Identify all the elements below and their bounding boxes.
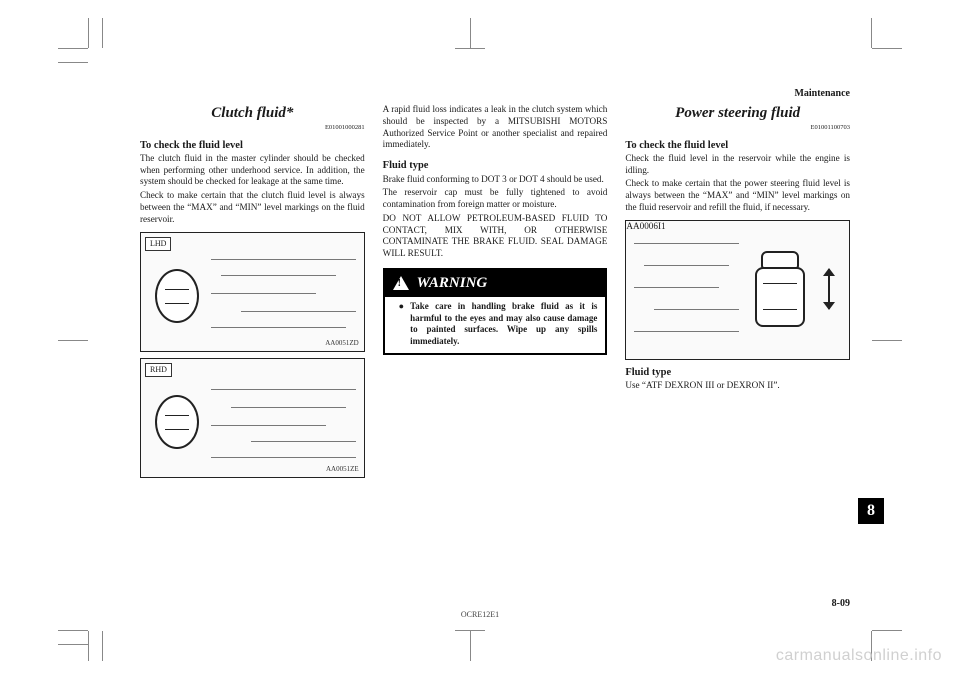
- col3-p1: Check the fluid level in the reservoir w…: [625, 153, 850, 177]
- col3-check-heading: To check the fluid level: [625, 139, 850, 152]
- crop-mark: [872, 630, 902, 631]
- crop-mark: [88, 18, 89, 48]
- crop-mark: [58, 62, 88, 63]
- col2-fluid-p1: Brake fluid conforming to DOT 3 or DOT 4…: [383, 174, 608, 186]
- col2-fluid-heading: Fluid type: [383, 159, 608, 172]
- bullet-icon: ●: [399, 301, 404, 347]
- figure-rhd: RHD AA0051ZE: [140, 358, 365, 478]
- figure-lhd: LHD AA0051ZD: [140, 232, 365, 352]
- warning-triangle-icon: [393, 276, 409, 290]
- warning-body: ● Take care in handling brake fluid as i…: [385, 297, 606, 353]
- crop-mark: [58, 644, 88, 645]
- figure-code: AA0006I1: [626, 221, 849, 233]
- reservoir-icon: [155, 269, 199, 323]
- col1-title: Clutch fluid*: [140, 104, 365, 123]
- col1-refcode: E01001000281: [140, 124, 365, 132]
- col2-leak: A rapid fluid loss indicates a leak in t…: [383, 104, 608, 151]
- warning-text: Take care in handling brake fluid as it …: [410, 301, 597, 347]
- crop-mark: [102, 631, 103, 661]
- content-columns: Clutch fluid* E01001000281 To check the …: [140, 104, 850, 579]
- warning-box: WARNING ● Take care in handling brake fl…: [383, 268, 608, 355]
- figure-power-steering: AA0006I1: [625, 220, 850, 360]
- doc-code: OCRE12E1: [461, 610, 499, 619]
- section-header: Maintenance: [794, 88, 850, 99]
- engine-illustration: [634, 235, 739, 345]
- col1-p2: Check to make certain that the clutch fl…: [140, 190, 365, 225]
- crop-mark: [872, 340, 902, 341]
- crop-mark: [58, 340, 88, 341]
- chapter-tab: 8: [858, 498, 884, 524]
- crop-mark: [470, 18, 471, 48]
- watermark: carmanualsonline.info: [776, 647, 942, 665]
- crop-mark: [455, 48, 485, 49]
- crop-mark: [102, 18, 103, 48]
- crop-mark: [58, 630, 88, 631]
- col1-check-heading: To check the fluid level: [140, 139, 365, 152]
- col3-title: Power steering fluid: [625, 104, 850, 123]
- col2-fluid-p2: The reservoir cap must be fully tightene…: [383, 187, 608, 211]
- col2-fluid-p3: DO NOT ALLOW PETROLEUM-BASED FLUID TO CO…: [383, 213, 608, 260]
- warning-title: WARNING: [417, 274, 488, 293]
- crop-mark: [88, 631, 89, 661]
- column-2: A rapid fluid loss indicates a leak in t…: [383, 104, 608, 579]
- crop-mark: [455, 630, 485, 631]
- crop-mark: [872, 48, 902, 49]
- crop-mark: [470, 631, 471, 661]
- col3-fluid-p: Use “ATF DEXRON III or DEXRON II”.: [625, 380, 850, 392]
- col3-fluid-heading: Fluid type: [625, 366, 850, 379]
- engine-illustration: [211, 379, 356, 463]
- page-number: 8-09: [832, 598, 850, 609]
- warning-header: WARNING: [385, 270, 606, 297]
- column-3: Power steering fluid E01001100703 To che…: [625, 104, 850, 579]
- column-1: Clutch fluid* E01001000281 To check the …: [140, 104, 365, 579]
- crop-mark: [58, 48, 88, 49]
- figure-tag: LHD: [145, 237, 171, 251]
- figure-code: AA0051ZE: [326, 465, 359, 474]
- page: Maintenance Clutch fluid* E01001000281 T…: [0, 0, 960, 679]
- reservoir-icon: [155, 395, 199, 449]
- col3-p2: Check to make certain that the power ste…: [625, 178, 850, 213]
- figure-code: AA0051ZD: [325, 339, 358, 348]
- col1-p1: The clutch fluid in the master cylinder …: [140, 153, 365, 188]
- crop-mark: [871, 18, 872, 48]
- figure-tag: RHD: [145, 363, 172, 377]
- engine-illustration: [211, 253, 356, 337]
- col3-refcode: E01001100703: [625, 124, 850, 132]
- ps-reservoir-icon: [751, 251, 809, 331]
